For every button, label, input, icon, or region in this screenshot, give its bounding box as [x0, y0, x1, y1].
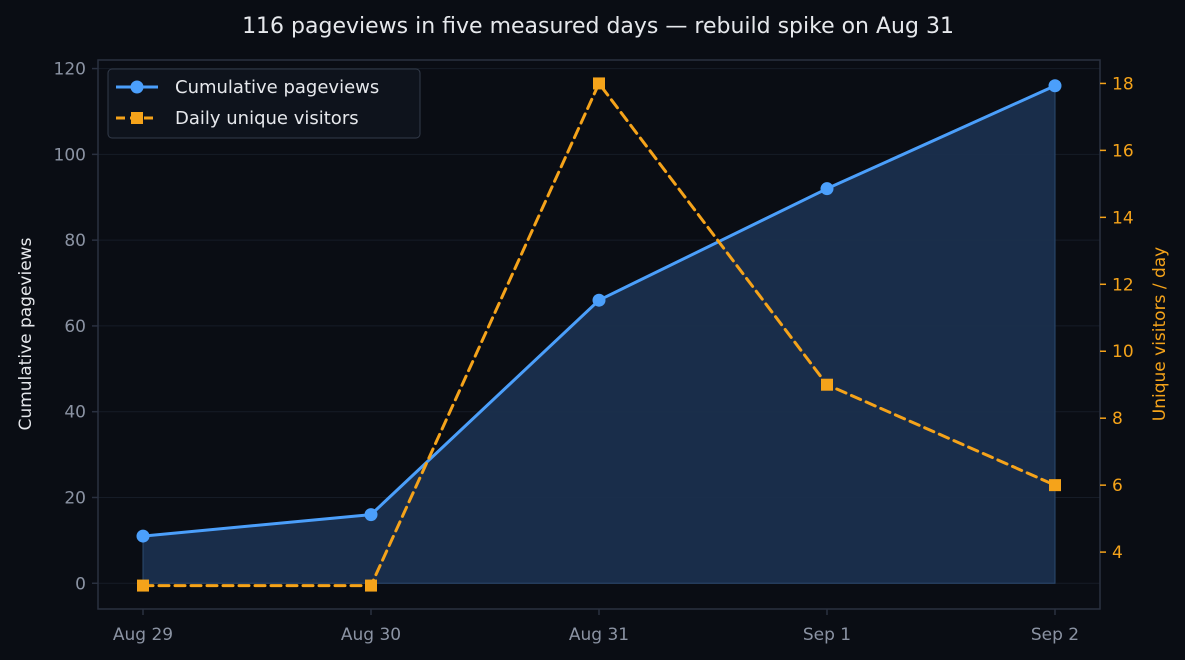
axis-ticks: 0 20 40 60 80 100 120 4 6 8 10 12 14 16 18 Aug 29 Aug 30… [54, 60, 1134, 645]
y-axis-right-label: Unique visitors / day [1150, 247, 1170, 421]
point-0-2 [592, 293, 606, 307]
y-right-tick-label: 4 [1112, 543, 1123, 563]
legend-marker-1 [131, 112, 143, 124]
x-tick-label: Sep 1 [803, 625, 851, 645]
y-left-tick-label: 80 [64, 231, 86, 251]
y-left-tick-label: 100 [54, 145, 86, 165]
x-tick-label: Sep 2 [1031, 625, 1079, 645]
y-right-tick-label: 18 [1112, 74, 1134, 94]
point-1-0 [137, 579, 149, 592]
x-tick-label: Aug 30 [341, 625, 401, 645]
series-layer [136, 77, 1062, 592]
area-fill-0 [142, 84, 1056, 584]
y-left-tick-label: 20 [64, 488, 86, 508]
point-0-0 [136, 529, 150, 543]
y-left-tick-label: 0 [75, 574, 86, 594]
y-right-tick-label: 14 [1112, 208, 1134, 228]
y-right-tick-label: 16 [1112, 141, 1134, 161]
y-right-tick-label: 12 [1112, 275, 1134, 295]
point-1-2 [593, 77, 605, 90]
point-1-3 [821, 378, 833, 391]
chart-title: 116 pageviews in five measured days — re… [242, 14, 954, 39]
y-right-tick-label: 6 [1112, 476, 1123, 496]
legend-marker-0 [130, 80, 144, 94]
y-left-tick-label: 120 [54, 60, 86, 80]
point-0-4 [1048, 79, 1062, 93]
point-1-4 [1049, 479, 1061, 492]
legend-label-0: Cumulative pageviews [175, 77, 379, 98]
point-0-3 [820, 182, 834, 196]
y-left-tick-label: 40 [64, 403, 86, 423]
x-tick-label: Aug 31 [569, 625, 629, 645]
point-1-1 [365, 579, 377, 592]
y-right-tick-label: 10 [1112, 342, 1134, 362]
y-right-tick-label: 8 [1112, 409, 1123, 429]
legend-label-1: Daily unique visitors [175, 108, 359, 129]
point-0-1 [364, 508, 378, 522]
area-fill [142, 84, 1056, 584]
legend-box [107, 68, 421, 139]
y-axis-left-label: Cumulative pageviews [16, 237, 36, 430]
y-left-tick-label: 60 [64, 317, 86, 337]
legend: Cumulative pageviews Daily unique visitor… [107, 68, 421, 139]
x-tick-label: Aug 29 [113, 625, 173, 645]
